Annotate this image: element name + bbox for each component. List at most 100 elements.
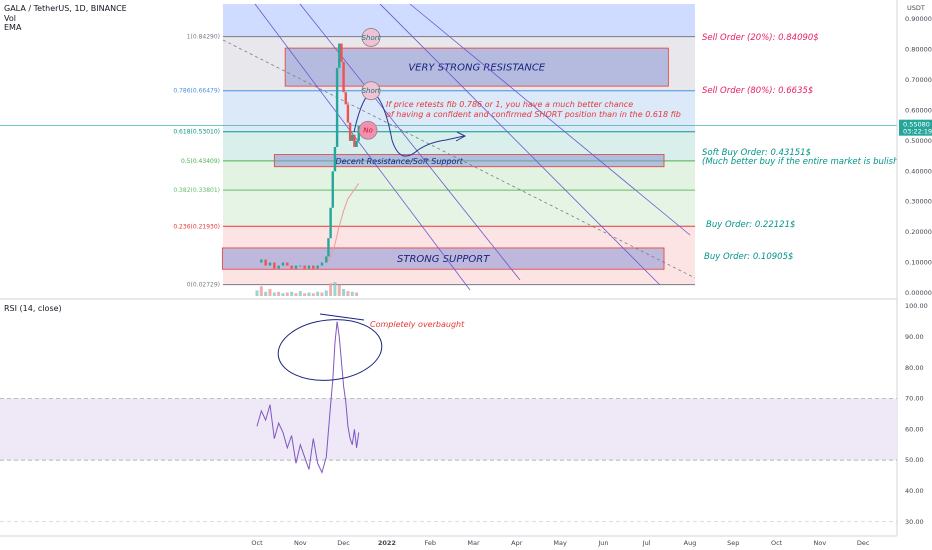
ema-label: EMA: [4, 23, 22, 32]
price-candle: [355, 140, 358, 147]
rsi-overbought-note: Completely overbaught: [370, 320, 465, 329]
price-candle: [281, 262, 285, 266]
price-candle: [307, 265, 311, 269]
volume-bar: [281, 293, 285, 296]
time-tick-label: Nov: [294, 539, 307, 547]
price-candle: [327, 238, 330, 257]
price-tick-label: 0.00000: [905, 289, 932, 297]
price-candle: [299, 265, 302, 267]
zone-label: Decent Resistance/Soft Support: [335, 157, 463, 166]
zone-box: [284, 47, 669, 87]
symbol-title: GALA / TetherUS, 1D, BINANCE: [4, 4, 127, 13]
price-tick-label: 0.50000: [905, 137, 932, 145]
last-price-tag: [899, 119, 932, 136]
zone-box: [273, 154, 665, 168]
channel-line: [409, 3, 691, 236]
price-candle: [333, 146, 337, 172]
fib-band: [223, 90, 695, 132]
rsi-band: [0, 398, 897, 461]
volume-bar: [329, 283, 333, 296]
price-candle: [329, 207, 332, 239]
overbought-circle: [277, 319, 383, 381]
countdown-label: 03:22:19: [903, 128, 932, 136]
volume-bar: [342, 289, 346, 296]
volume-bar: [346, 291, 350, 296]
sell-order-80: Sell Order (80%): 0.6635$: [702, 86, 813, 96]
volume-bar: [298, 291, 302, 296]
zone-box: [221, 247, 665, 270]
rsi-tick-label: 100.00: [905, 302, 928, 310]
time-tick-label: Nov: [814, 539, 827, 547]
price-candle: [286, 262, 289, 266]
time-tick-label: 2022: [378, 539, 396, 547]
price-candle: [312, 265, 315, 269]
price-tick-label: 0.20000: [905, 228, 932, 236]
time-tick-label: Dec: [337, 539, 350, 547]
price-candle: [264, 259, 267, 266]
volume-bar: [324, 290, 328, 296]
volume-bar: [255, 290, 259, 296]
rsi-tick-label: 60.00: [905, 425, 924, 433]
ema-line: [325, 183, 360, 263]
fib-label: 0.236(0.21930): [173, 223, 220, 230]
channel-line: [254, 3, 471, 291]
axis-currency: USDT: [907, 4, 925, 12]
note-line-2: of having a confident and confirmed SHOR…: [386, 110, 681, 119]
price-tick-label: 0.10000: [905, 259, 932, 267]
overbought-pointer: [319, 313, 365, 321]
fib-label: 0.618(0.53010): [173, 129, 220, 136]
time-tick-label: Mar: [467, 539, 480, 547]
price-candle: [290, 265, 293, 269]
projection-arrow-head: [455, 131, 467, 142]
fib-band: [223, 190, 695, 227]
volume-bar: [320, 292, 324, 296]
volume-bar: [316, 291, 320, 296]
volume-bar: [307, 292, 311, 296]
marker-label: Short: [362, 34, 381, 42]
price-candle: [273, 262, 276, 269]
time-tick-label: Jun: [597, 539, 608, 547]
time-tick-label: Sep: [727, 539, 739, 547]
volume-bar: [311, 293, 315, 296]
price-candle: [320, 262, 324, 266]
channel-line: [299, 3, 521, 281]
volume-bar: [272, 292, 276, 296]
rsi-line: [256, 321, 360, 474]
zone-label: VERY STRONG RESISTANCE: [408, 63, 545, 74]
time-tick-label: Oct: [251, 539, 263, 547]
volume-bar: [264, 291, 268, 296]
soft-buy-note: (Much better buy if the entire market is…: [702, 157, 902, 167]
volume-bar: [337, 284, 341, 296]
price-candle: [346, 104, 350, 123]
short-marker: [361, 81, 381, 101]
vol-label: Vol: [4, 14, 16, 23]
price-tick-label: 0.80000: [905, 46, 932, 54]
price-candle: [260, 259, 263, 263]
sell-order-20: Sell Order (20%): 0.84090$: [702, 33, 819, 43]
price-tick-label: 0.90000: [905, 15, 932, 23]
price-candle: [331, 171, 334, 208]
price-candle: [342, 61, 345, 93]
price-candle: [303, 265, 306, 269]
fib-label: 0.5(0.43409): [181, 158, 220, 165]
price-candle: [316, 265, 319, 269]
last-price-label: 0.55080: [903, 121, 930, 129]
price-tick-label: 0.70000: [905, 76, 932, 84]
fib-label: 1(0.84290): [187, 34, 220, 41]
note-line-1: If price retests fib 0.786 or 1, you hav…: [386, 100, 633, 109]
volume-bar: [285, 292, 289, 296]
marker-label: No: [363, 127, 373, 135]
time-tick-label: Jul: [642, 539, 651, 547]
price-candle: [335, 67, 339, 147]
price-candle: [338, 43, 341, 68]
fib-label: 0(0.02729): [187, 282, 220, 289]
buy-order-2: Buy Order: 0.10905$: [704, 252, 793, 262]
volume-bar: [294, 293, 298, 296]
volume-bar: [290, 291, 294, 296]
price-candle: [353, 134, 356, 147]
price-tick-label: 0.40000: [905, 167, 932, 175]
price-candle: [357, 125, 360, 141]
rsi-tick-label: 70.00: [905, 395, 924, 403]
price-tick-label: 0.30000: [905, 198, 932, 206]
